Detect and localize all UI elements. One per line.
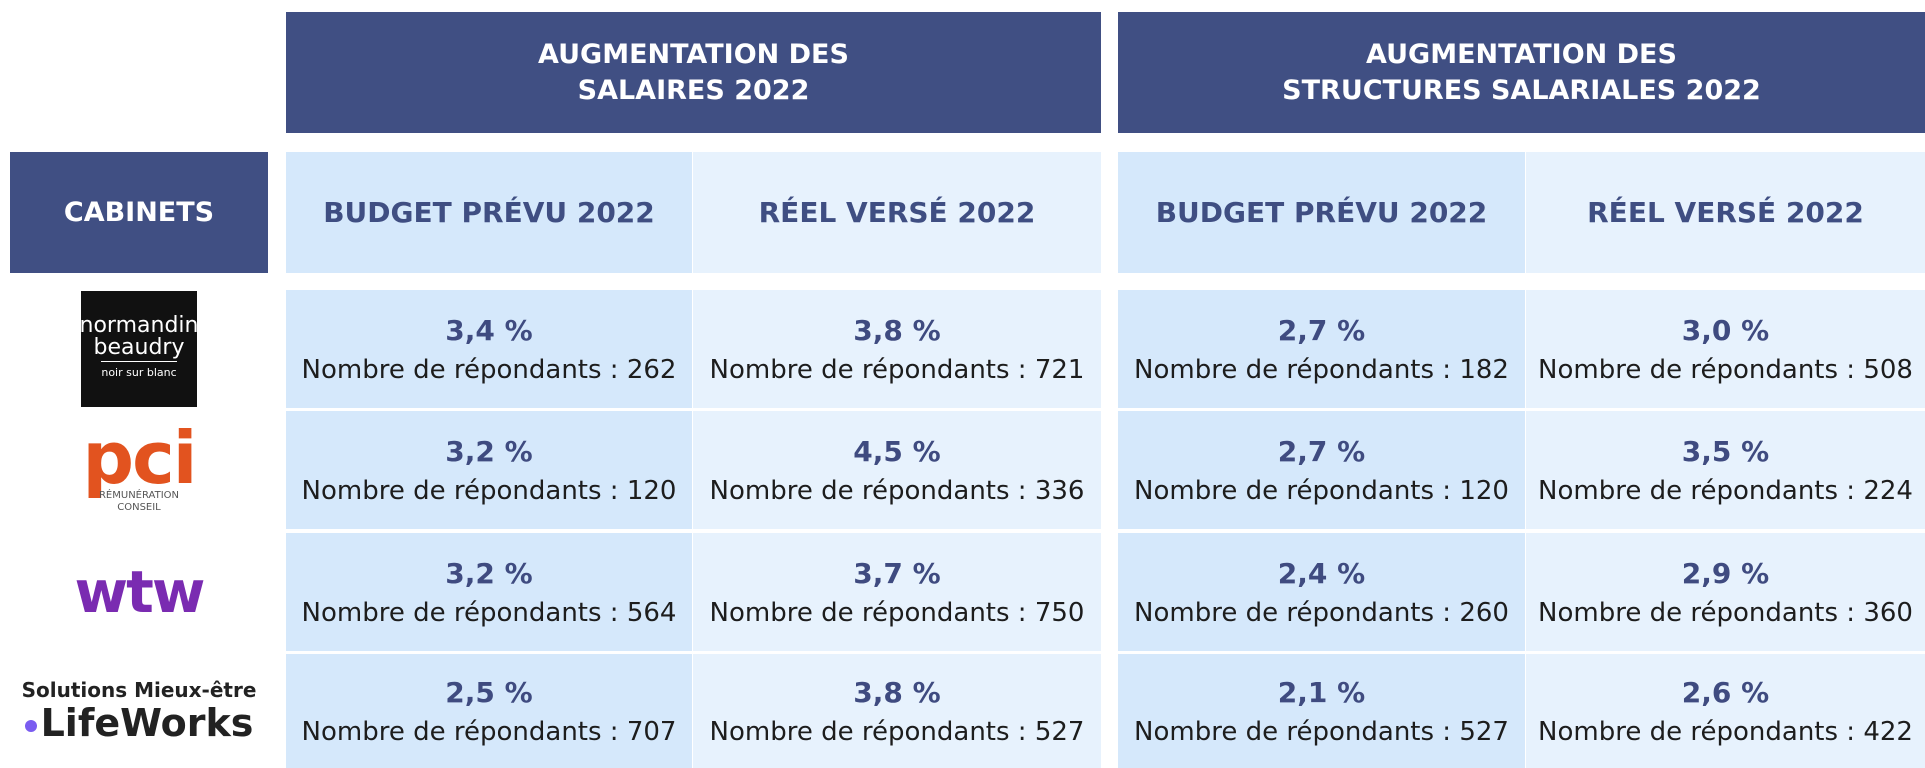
logo-line: LifeWorks [24,701,254,745]
data-cell: 3,0 % Nombre de répondants : 508 [1526,290,1925,408]
logo-cell: Solutions Mieux-être LifeWorks [10,654,268,768]
header-line: AUGMENTATION DES [1366,38,1677,70]
logo-text: RÉMUNÉRATION [98,490,180,501]
logo-text: wtw [74,558,206,626]
data-cell: 3,4 % Nombre de répondants : 262 [286,290,692,408]
cell-value: 3,7 % [853,556,941,590]
cell-value: 2,9 % [1681,556,1770,590]
cell-respondents: Nombre de répondants : 564 [301,597,677,628]
logo-dot [24,719,37,732]
cell-respondents: Nombre de répondants : 262 [301,354,677,385]
cell-value: 2,7 % [1277,313,1366,347]
group-header: AUGMENTATION DES SALAIRES 2022 [286,12,1101,133]
cell-respondents: Nombre de répondants : 360 [1538,597,1913,628]
data-cell: 3,5 % Nombre de répondants : 224 [1526,411,1925,529]
cell-value: 2,1 % [1277,675,1366,709]
logo-text: Solutions Mieux-être [21,678,257,702]
cell-value: 4,5 % [853,434,941,468]
cell-respondents: Nombre de répondants : 422 [1538,716,1913,747]
data-cell: 3,7 % Nombre de répondants : 750 [693,533,1101,651]
data-cell: 2,4 % Nombre de répondants : 260 [1118,533,1525,651]
data-cell: 3,8 % Nombre de répondants : 721 [693,290,1101,408]
column-header: BUDGET PRÉVU 2022 [286,152,692,273]
column-header: RÉEL VERSÉ 2022 [1526,152,1925,273]
logo-text: LifeWorks [40,701,254,745]
cell-respondents: Nombre de répondants : 721 [709,354,1085,385]
logo-text: noir sur blanc [101,360,177,384]
cell-respondents: Nombre de répondants : 120 [301,475,677,506]
cell-respondents: Nombre de répondants : 707 [301,716,677,747]
logo-text: pci [82,416,198,500]
cell-value: 2,6 % [1681,675,1770,709]
logo-text: beaudry [93,334,185,360]
cell-respondents: Nombre de répondants : 224 [1538,475,1913,506]
cell-value: 3,0 % [1681,313,1770,347]
logo-text: normandin [79,312,199,338]
cabinets-header: CABINETS [10,152,268,273]
data-cell: 2,7 % Nombre de répondants : 120 [1118,411,1525,529]
data-cell: 3,2 % Nombre de répondants : 120 [286,411,692,529]
data-cell: 4,5 % Nombre de répondants : 336 [693,411,1101,529]
data-cell: 2,1 % Nombre de répondants : 527 [1118,654,1525,768]
logo-text: CONSEIL [117,502,161,513]
cell-value: 2,5 % [445,675,533,709]
cell-respondents: Nombre de répondants : 527 [709,716,1085,747]
cell-value: 3,5 % [1681,434,1770,468]
data-cell: 2,6 % Nombre de répondants : 422 [1526,654,1925,768]
cell-respondents: Nombre de répondants : 182 [1134,354,1509,385]
data-cell: 2,7 % Nombre de répondants : 182 [1118,290,1525,408]
cell-respondents: Nombre de répondants : 508 [1538,354,1913,385]
cell-respondents: Nombre de répondants : 527 [1134,716,1509,747]
header-line: AUGMENTATION DES [538,38,849,70]
cell-respondents: Nombre de répondants : 336 [709,475,1085,506]
cell-value: 2,4 % [1277,556,1366,590]
data-cell: 2,5 % Nombre de répondants : 707 [286,654,692,768]
cell-value: 2,7 % [1277,434,1366,468]
logo: normandin beaudry noir sur blanc [79,291,199,407]
cell-respondents: Nombre de répondants : 120 [1134,475,1509,506]
cell-value: 3,8 % [853,313,941,347]
data-cell: 2,9 % Nombre de répondants : 360 [1526,533,1925,651]
cell-value: 3,2 % [445,434,533,468]
column-header: BUDGET PRÉVU 2022 [1118,152,1525,273]
cell-respondents: Nombre de répondants : 750 [709,597,1085,628]
header-line: SALAIRES 2022 [577,74,810,106]
cell-value: 3,4 % [445,313,533,347]
cell-respondents: Nombre de répondants : 260 [1134,597,1509,628]
column-header: RÉEL VERSÉ 2022 [693,152,1101,273]
logo-cell: pci RÉMUNÉRATION CONSEIL [10,411,268,529]
group-header: AUGMENTATION DES STRUCTURES SALARIALES 2… [1118,12,1925,133]
cell-value: 3,2 % [445,556,533,590]
data-cell: 3,8 % Nombre de répondants : 527 [693,654,1101,768]
cell-value: 3,8 % [853,675,941,709]
data-cell: 3,2 % Nombre de répondants : 564 [286,533,692,651]
logo-cell: wtw [10,533,268,651]
logo-cell: normandin beaudry noir sur blanc [10,290,268,408]
header-line: STRUCTURES SALARIALES 2022 [1282,74,1761,106]
